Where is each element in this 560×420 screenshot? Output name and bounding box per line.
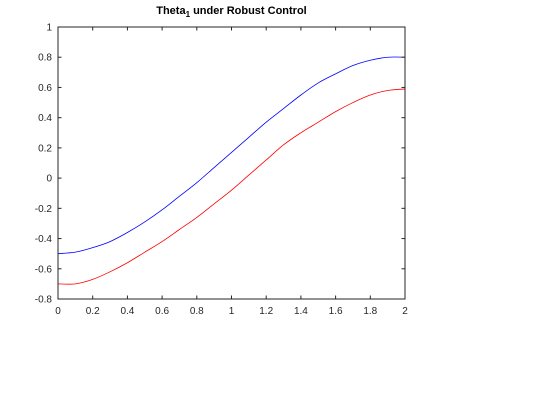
chart-title: Theta1 under Robust Control <box>156 5 307 19</box>
x-tick-label: 0.4 <box>120 306 134 317</box>
plot-area <box>58 27 405 299</box>
chart-title-main: Theta <box>156 5 186 17</box>
x-tick-label: 1.2 <box>259 306 273 317</box>
series-line-red <box>57 88 406 285</box>
y-tick-label: -0.6 <box>35 264 53 275</box>
y-tick-label: 0.6 <box>38 83 52 94</box>
x-tick-label: 1 <box>229 306 235 317</box>
series-line-blue <box>57 56 406 255</box>
y-tick-label: 0.4 <box>38 113 52 124</box>
x-tick-label: 1.8 <box>363 306 377 317</box>
y-tick-label: -0.2 <box>35 204 53 215</box>
chart-title-subscript: 1 <box>186 10 191 19</box>
x-tick-label: 0.2 <box>86 306 100 317</box>
x-tick-label: 0.8 <box>190 306 204 317</box>
x-tick-label: 1.4 <box>294 306 308 317</box>
y-tick-label: 0.8 <box>38 53 52 64</box>
x-tick-label: 0 <box>55 306 61 317</box>
y-tick-label: -0.4 <box>35 234 53 245</box>
x-tick-label: 1.6 <box>329 306 343 317</box>
y-tick-label: 1 <box>46 23 52 34</box>
y-axis: -0.8 -0.6 -0.4 -0.2 0 0.2 0.4 0.6 0.8 1 <box>35 23 405 306</box>
x-tick-label: 0.6 <box>155 306 169 317</box>
chart-title-rest: under Robust Control <box>190 5 307 17</box>
y-tick-label: 0 <box>46 174 52 185</box>
series-layer <box>57 56 406 285</box>
x-tick-label: 2 <box>402 306 408 317</box>
y-tick-label: -0.8 <box>35 295 53 306</box>
y-tick-label: 0.2 <box>38 143 52 154</box>
x-axis: 0 0.2 0.4 0.6 0.8 1 1.2 1.4 1.6 1.8 2 <box>55 27 408 317</box>
